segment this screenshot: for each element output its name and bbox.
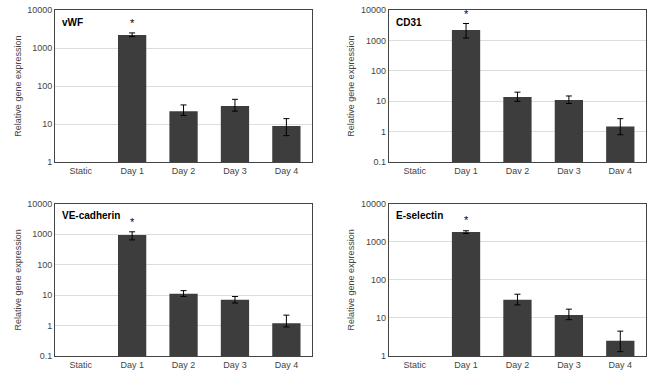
svg-text:10000: 10000 <box>27 199 52 209</box>
svg-text:100: 100 <box>371 66 386 76</box>
svg-text:VE-cadherin: VE-cadherin <box>62 210 120 221</box>
svg-text:10: 10 <box>42 119 52 129</box>
svg-text:Dav 4: Dav 4 <box>609 166 633 176</box>
svg-text:Day 1: Day 1 <box>120 166 144 176</box>
svg-text:10: 10 <box>42 290 52 300</box>
svg-text:Day 3: Day 3 <box>223 166 247 176</box>
svg-text:Static: Static <box>403 166 426 176</box>
svg-text:Relative gene expression: Relative gene expression <box>346 36 356 137</box>
svg-text:Day 3: Day 3 <box>223 360 247 370</box>
svg-text:10000: 10000 <box>361 199 386 209</box>
svg-text:100: 100 <box>37 81 52 91</box>
svg-text:0.1: 0.1 <box>40 351 53 361</box>
svg-text:1000: 1000 <box>32 229 52 239</box>
svg-text:10000: 10000 <box>361 5 386 15</box>
svg-text:Day 1: Day 1 <box>454 166 478 176</box>
svg-text:10: 10 <box>376 313 386 323</box>
svg-text:0.1: 0.1 <box>374 157 387 167</box>
svg-text:1: 1 <box>381 127 386 137</box>
svg-text:E-selectin: E-selectin <box>396 210 443 221</box>
svg-text:Day 4: Day 4 <box>275 166 299 176</box>
svg-text:Day 2: Day 2 <box>506 360 530 370</box>
svg-text:10000: 10000 <box>27 5 52 15</box>
svg-text:*: * <box>464 8 469 20</box>
svg-text:100: 100 <box>371 275 386 285</box>
svg-text:Day 4: Day 4 <box>275 360 299 370</box>
svg-text:1000: 1000 <box>366 237 386 247</box>
svg-text:Day 2: Day 2 <box>172 166 196 176</box>
svg-text:Static: Static <box>69 360 92 370</box>
svg-text:Static: Static <box>403 360 426 370</box>
svg-text:1000: 1000 <box>366 36 386 46</box>
svg-text:vWF: vWF <box>62 17 83 28</box>
svg-text:CD31: CD31 <box>396 17 422 28</box>
svg-text:*: * <box>130 17 135 29</box>
svg-text:Relative gene expression: Relative gene expression <box>13 36 23 137</box>
svg-text:100: 100 <box>37 260 52 270</box>
svg-text:Day 3: Day 3 <box>557 360 581 370</box>
svg-text:*: * <box>464 214 469 226</box>
svg-text:1: 1 <box>47 321 52 331</box>
svg-text:Static: Static <box>69 166 92 176</box>
svg-text:Relative gene expression: Relative gene expression <box>346 229 356 330</box>
svg-text:Day 1: Day 1 <box>454 360 478 370</box>
svg-text:Dav 3: Dav 3 <box>557 166 581 176</box>
svg-text:1: 1 <box>47 157 52 167</box>
svg-text:*: * <box>130 216 135 228</box>
svg-text:Day 2: Day 2 <box>172 360 196 370</box>
svg-text:Relative gene expression: Relative gene expression <box>13 229 23 330</box>
svg-text:1: 1 <box>381 351 386 361</box>
svg-text:Day 4: Day 4 <box>609 360 633 370</box>
svg-text:1000: 1000 <box>32 43 52 53</box>
svg-text:10: 10 <box>376 96 386 106</box>
svg-text:Dav 2: Dav 2 <box>506 166 530 176</box>
svg-text:Day 1: Day 1 <box>120 360 144 370</box>
